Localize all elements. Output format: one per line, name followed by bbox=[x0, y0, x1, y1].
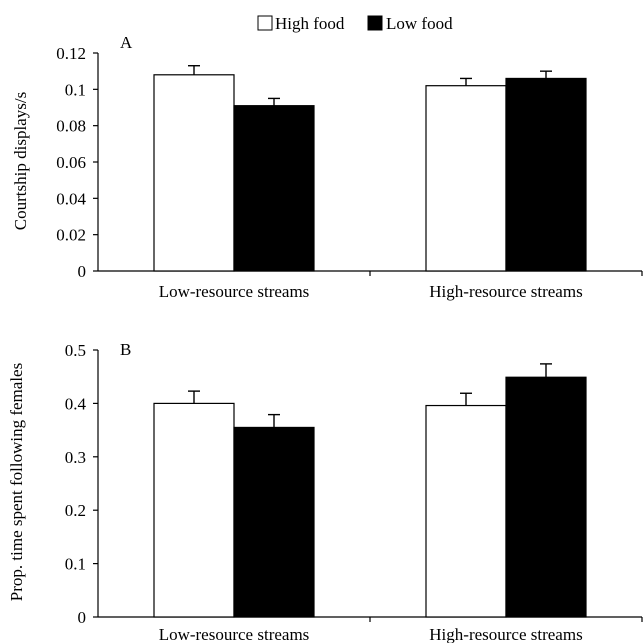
category-label-b: High-resource streams bbox=[429, 625, 582, 643]
panel-label-b: B bbox=[120, 340, 131, 359]
y-tick-label-a: 0.04 bbox=[56, 189, 86, 208]
y-tick-label-b: 0.1 bbox=[65, 555, 86, 574]
y-tick-label-a: 0.06 bbox=[56, 153, 86, 172]
y-axis-label-b: Prop. time spent following females bbox=[7, 363, 26, 601]
bar-low-food-a bbox=[505, 77, 587, 272]
bar-low-food-b bbox=[233, 426, 315, 618]
bar-high-food-a bbox=[153, 74, 235, 272]
category-label-a: High-resource streams bbox=[429, 282, 582, 301]
category-label-b: Low-resource streams bbox=[159, 625, 310, 643]
legend-swatch-low-food bbox=[367, 15, 383, 31]
y-tick-label-b: 0 bbox=[78, 608, 87, 627]
y-tick-label-a: 0 bbox=[78, 262, 87, 281]
y-tick-label-b: 0.3 bbox=[65, 448, 86, 467]
legend: High food Low food bbox=[257, 14, 453, 33]
bar-low-food-b bbox=[505, 376, 587, 618]
legend-swatch-high-food bbox=[257, 15, 273, 31]
legend-label-high-food: High food bbox=[275, 14, 345, 33]
y-tick-label-a: 0.1 bbox=[65, 80, 86, 99]
legend-label-low-food: Low food bbox=[386, 14, 453, 33]
panel-label-a: A bbox=[120, 33, 133, 52]
y-axis-label-a: Courtship displays/s bbox=[11, 92, 30, 230]
y-tick-label-a: 0.12 bbox=[56, 44, 86, 63]
y-tick-label-b: 0.4 bbox=[65, 394, 87, 413]
y-tick-label-a: 0.08 bbox=[56, 117, 86, 136]
y-tick-label-b: 0.2 bbox=[65, 501, 86, 520]
y-tick-label-a: 0.02 bbox=[56, 226, 86, 245]
bar-high-food-a bbox=[425, 85, 507, 272]
y-tick-label-b: 0.5 bbox=[65, 341, 86, 360]
bar-high-food-b bbox=[153, 402, 235, 618]
chart-panel-a: A Courtship displays/s 0 0.02 0.04 0.06 0.08… bbox=[11, 33, 643, 301]
category-label-a: Low-resource streams bbox=[159, 282, 310, 301]
chart-panel-b: B Prop. time spent following females 0 0.… bbox=[7, 340, 643, 643]
bar-high-food-b bbox=[425, 404, 507, 618]
bar-low-food-a bbox=[233, 105, 315, 272]
